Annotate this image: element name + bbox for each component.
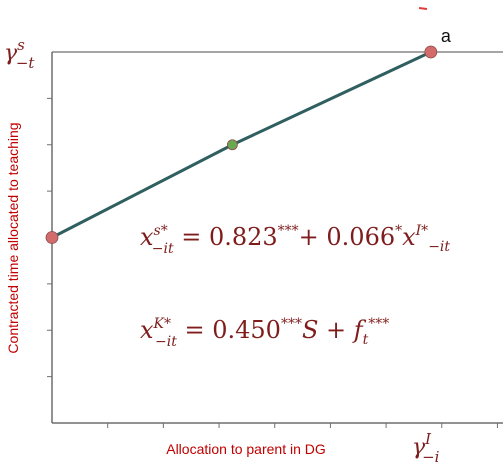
axis-ticks [47,97,498,428]
data-point [424,45,438,59]
series-points [45,45,438,244]
equations: xs* −it = 0.823***+ 0.066*xI*−it xK* −it = … [140,223,450,350]
x-end-label: γI −i [412,430,440,466]
equation-2: xK* −it = 0.450***S + ft*** [140,316,389,350]
top-accent-mark [418,7,428,10]
data-point [226,139,238,151]
y-axis-label: Contracted time allocated to teaching [5,122,21,353]
equation-1: xs* −it = 0.823***+ 0.066*xI*−it [140,223,450,257]
point-label-a: a [441,26,452,46]
series-line [51,50,432,239]
y-top-label: γs −t [4,36,35,72]
data-point [45,231,59,244]
x-axis-label: Allocation to parent in DG [166,441,326,457]
